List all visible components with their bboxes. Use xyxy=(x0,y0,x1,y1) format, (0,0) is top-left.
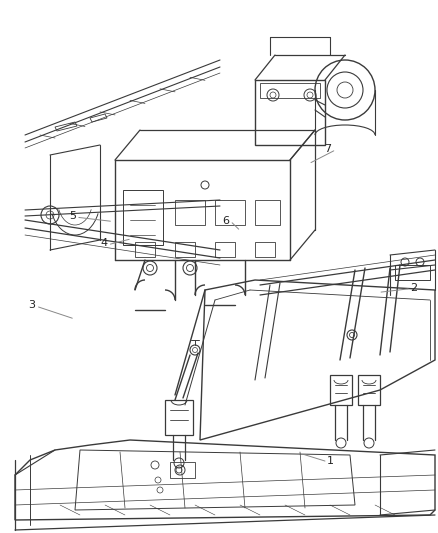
Bar xyxy=(358,375,380,405)
Bar xyxy=(215,200,245,225)
Text: 7: 7 xyxy=(324,144,331,154)
Bar xyxy=(255,80,325,145)
Text: 4: 4 xyxy=(101,238,108,248)
Bar xyxy=(255,242,275,257)
Bar xyxy=(175,200,205,225)
Bar xyxy=(135,242,155,257)
Text: 1: 1 xyxy=(327,456,334,466)
Bar xyxy=(255,200,280,225)
Bar xyxy=(330,375,352,405)
Bar xyxy=(175,242,195,257)
Bar xyxy=(260,83,320,98)
Bar xyxy=(165,400,193,435)
Bar xyxy=(123,190,163,245)
Bar xyxy=(215,242,235,257)
Text: 5: 5 xyxy=(69,212,76,221)
Text: 2: 2 xyxy=(410,283,417,293)
Text: 6: 6 xyxy=(222,216,229,226)
Bar xyxy=(170,462,195,478)
Text: 3: 3 xyxy=(28,301,35,310)
Bar xyxy=(395,265,430,280)
